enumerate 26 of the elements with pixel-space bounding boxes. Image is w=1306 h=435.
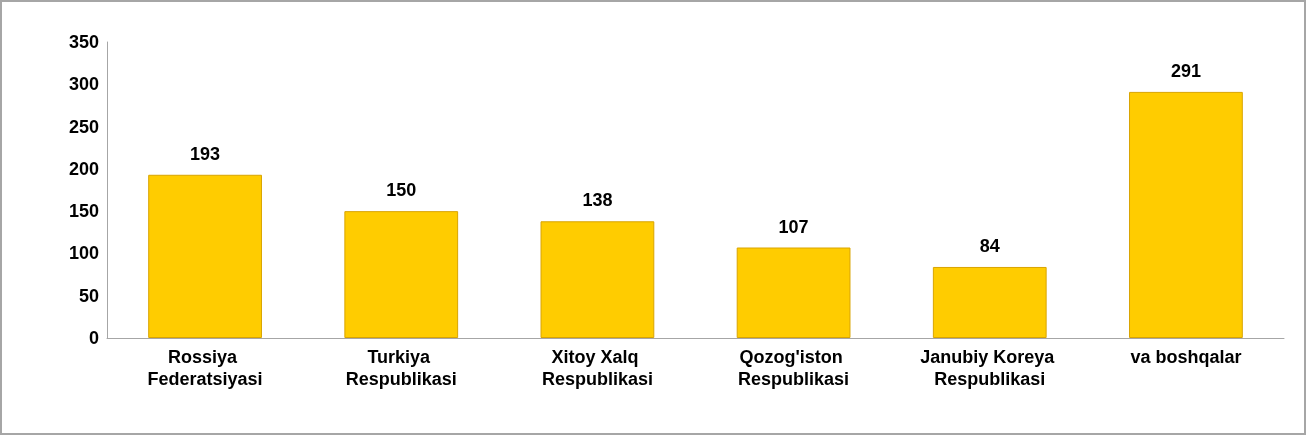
x-tick-label: Janubiy Koreya Respublikasi bbox=[920, 347, 1060, 389]
bar bbox=[540, 221, 655, 338]
data-label: 150 bbox=[386, 180, 417, 201]
bar bbox=[148, 174, 262, 338]
data-label: 84 bbox=[979, 235, 1000, 256]
x-tick-label: Xitoy Xalq Respublikasi bbox=[541, 347, 653, 389]
data-label: 138 bbox=[582, 190, 613, 211]
y-tick-label: 150 bbox=[68, 201, 99, 222]
y-tick-label: 200 bbox=[68, 158, 99, 179]
y-tick-label: 0 bbox=[88, 328, 99, 348]
data-label: 291 bbox=[1170, 60, 1201, 81]
data-label: 193 bbox=[190, 143, 221, 164]
bar bbox=[932, 266, 1047, 338]
y-tick-label: 300 bbox=[68, 74, 99, 95]
bar bbox=[736, 247, 851, 338]
x-tick-label: Turkiya Respublikasi bbox=[345, 347, 457, 389]
y-tick-label: 100 bbox=[68, 243, 99, 264]
x-tick-label: Qozog'iston Respublikasi bbox=[738, 347, 850, 389]
x-tick-label: Rossiya Federatsiyasi bbox=[147, 347, 263, 389]
x-tick-label: va boshqalar bbox=[1130, 347, 1242, 367]
data-label: 107 bbox=[778, 216, 809, 237]
bar bbox=[344, 211, 459, 338]
y-tick-label: 50 bbox=[78, 285, 99, 306]
y-tick-label: 350 bbox=[68, 32, 99, 52]
y-tick-label: 250 bbox=[68, 116, 99, 137]
bar bbox=[1129, 91, 1243, 338]
